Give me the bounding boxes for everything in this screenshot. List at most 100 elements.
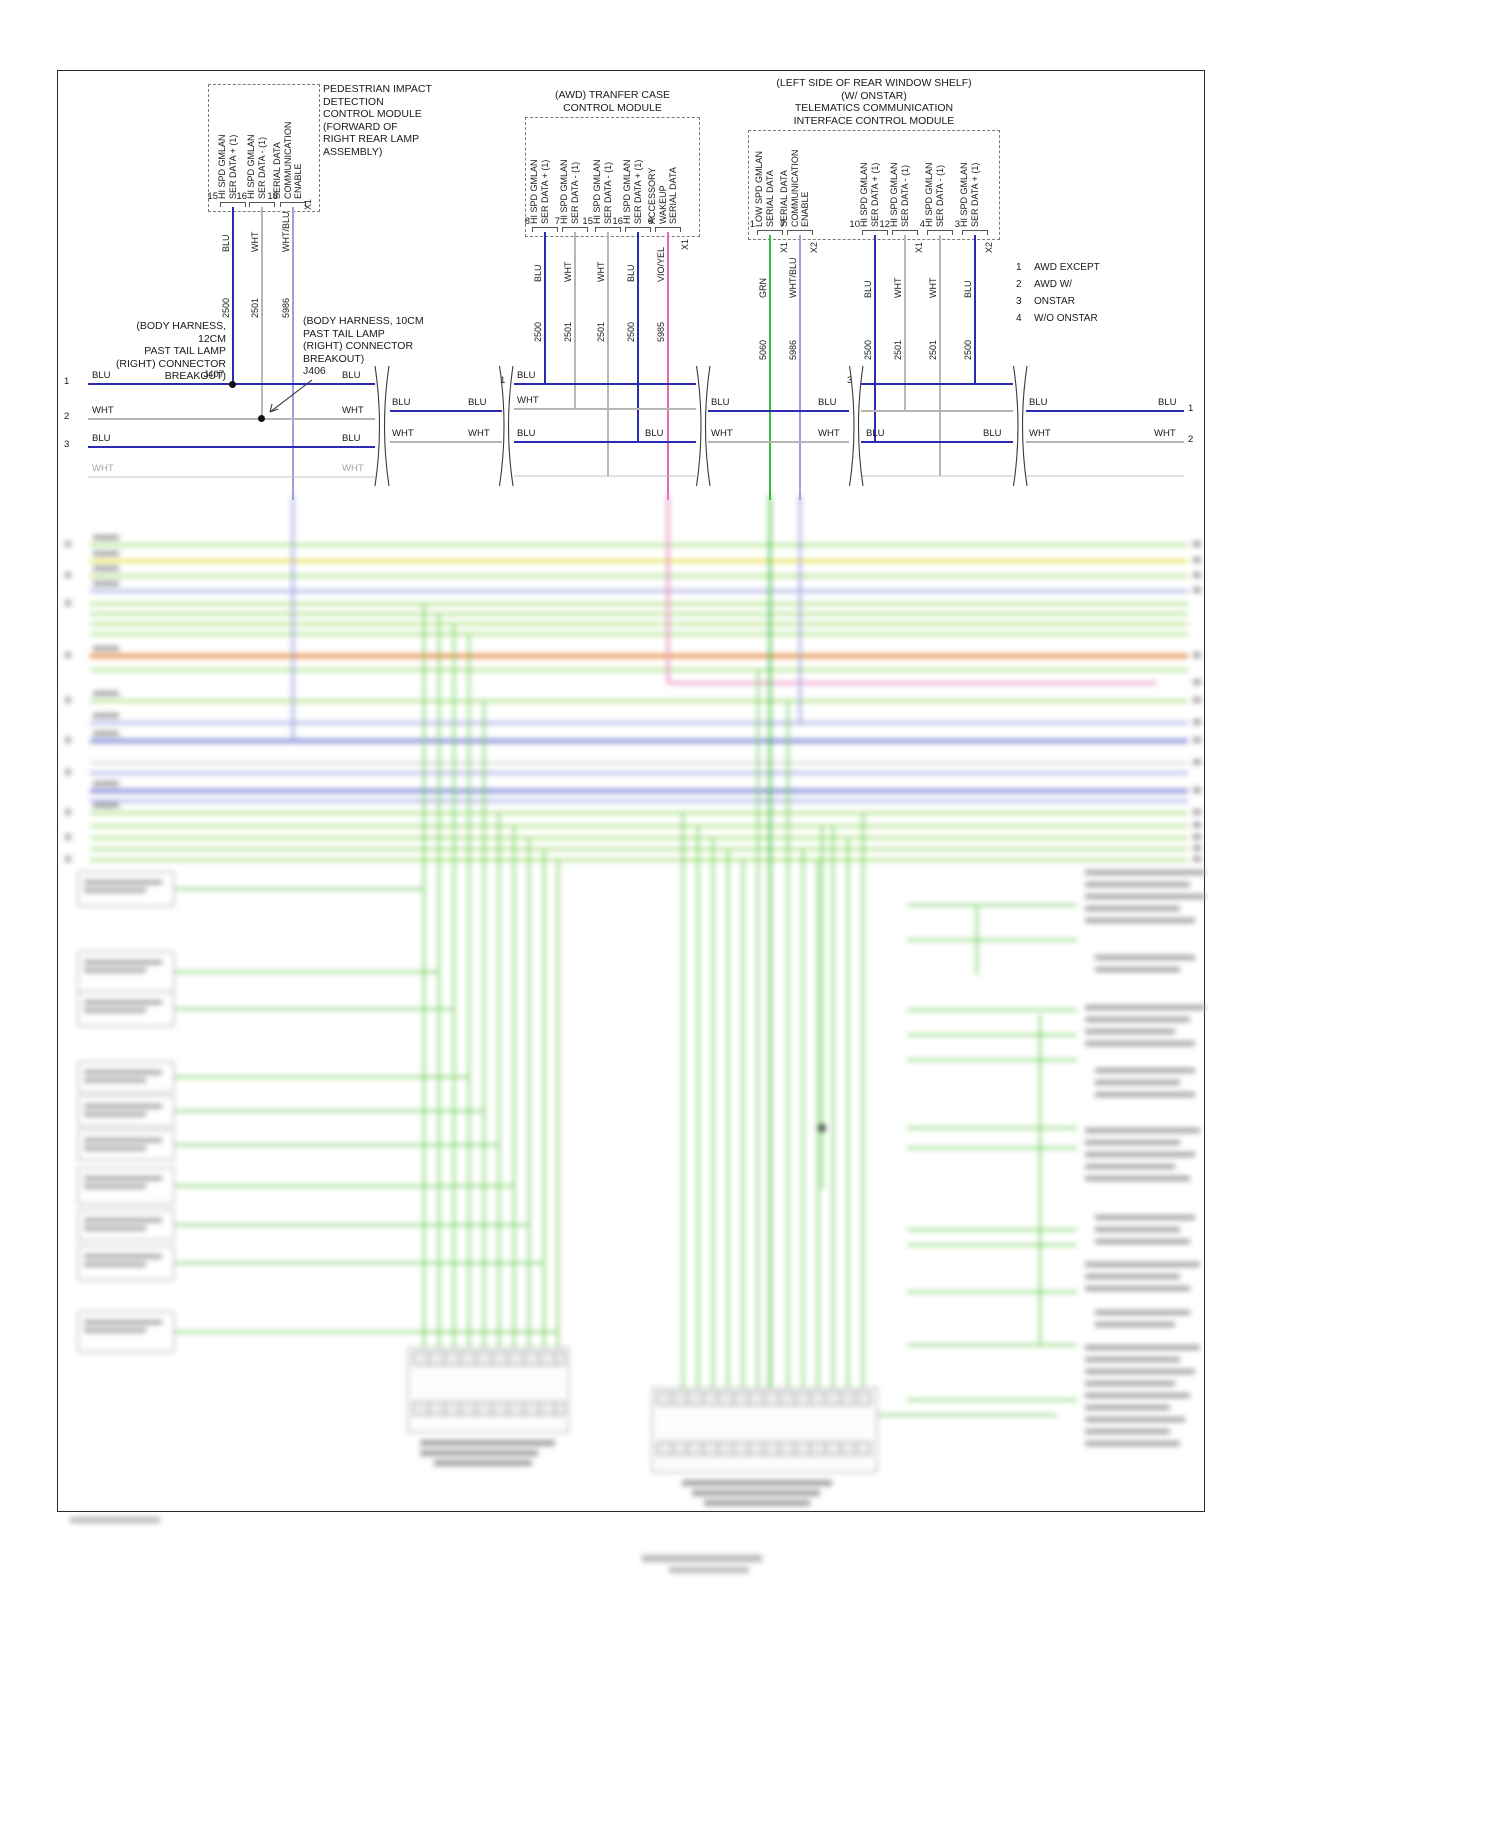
diagram-border [57, 70, 1205, 1512]
pin-number: 15 [582, 216, 593, 227]
module-title: (LEFT SIDE OF REAR WINDOW SHELF) (W/ ONS… [776, 77, 972, 127]
bus-label-blu: BLU [711, 397, 730, 408]
bus-line-wht [88, 418, 375, 420]
legend-text: AWD W/ [1034, 279, 1072, 290]
wire-wht-2501 [261, 207, 263, 419]
row-ref-right-2: 2 [1188, 434, 1194, 445]
module-box [525, 117, 700, 237]
pin-number: 4 [919, 219, 925, 230]
pin-brace [892, 230, 918, 235]
bus-label-wht-faded: WHT [92, 463, 114, 474]
note-j407-label: J407 [203, 369, 224, 380]
row-ref-1: 1 [64, 376, 70, 387]
connector-block-a [407, 1347, 570, 1466]
wire-blu-2500 [974, 235, 976, 384]
bus-label-wht: WHT [711, 428, 733, 439]
wire-violyel-5985 [667, 232, 669, 500]
row-ref-right-1: 1 [1188, 403, 1194, 414]
bus-line-blu [1026, 410, 1184, 412]
bus-line-wht [514, 408, 696, 410]
wire-blu-2500 [874, 235, 876, 442]
wire-wht-2501 [904, 235, 906, 411]
bus-label-blu: BLU [342, 433, 361, 444]
bus-label-blu: BLU [92, 433, 111, 444]
bus-label-wht: WHT [392, 428, 414, 439]
bus-label-blu: BLU [468, 397, 487, 408]
legend-num: 3 [1016, 296, 1022, 307]
module-title: PEDESTRIAN IMPACT DETECTION CONTROL MODU… [323, 83, 432, 158]
bus-line-blu [708, 410, 849, 412]
bus-label-blu: BLU [342, 370, 361, 381]
bus-label-wht: WHT [92, 405, 114, 416]
bus-label-blu: BLU [1029, 397, 1048, 408]
junction-j406 [258, 415, 265, 422]
pin-brace [220, 202, 246, 207]
pin-number: 8 [524, 216, 530, 227]
bus-line-wht-faded [88, 476, 375, 478]
pin-brace [249, 202, 275, 207]
bus-label-wht: WHT [1029, 428, 1051, 439]
wire-whtblu-5986 [292, 207, 294, 500]
pin-brace [962, 230, 988, 235]
bus-line-wht-faded [514, 475, 696, 477]
bus-line-blu [514, 441, 696, 443]
wire-wht-2501 [939, 235, 941, 476]
junction-j407 [229, 381, 236, 388]
module-box [208, 84, 320, 212]
pin-brace [655, 227, 681, 232]
wire-whtblu-5986 [799, 235, 801, 500]
bus-line-wht [390, 441, 502, 443]
j406-leader-arrow [269, 379, 313, 413]
bus-label-wht-faded: WHT [342, 463, 364, 474]
note-j406: (BODY HARNESS, 10CM PAST TAIL LAMP (RIGH… [303, 315, 424, 377]
row-ref-mid-1: 1 [500, 375, 506, 386]
bus-line-blu [861, 383, 1013, 385]
legend-num: 2 [1016, 279, 1022, 290]
pin-number: 6 [647, 216, 653, 227]
pin-brace [787, 230, 813, 235]
blurred-lower-diagram [57, 455, 1205, 1615]
bus-label-wht: WHT [517, 395, 539, 406]
bus-label-blu: BLU [517, 370, 536, 381]
legend-text: ONSTAR [1034, 296, 1075, 307]
pin-number: 18 [267, 191, 278, 202]
bus-label-blu: BLU [818, 397, 837, 408]
pin-number: 12 [879, 219, 890, 230]
pin-brace [862, 230, 888, 235]
bus-line-blu [514, 383, 696, 385]
bus-label-blu: BLU [645, 428, 664, 439]
bus-line-wht-faded [1026, 475, 1184, 477]
legend-num: 4 [1016, 313, 1022, 324]
wire-wht-2501 [574, 232, 576, 409]
legend-text: AWD EXCEPT [1034, 262, 1100, 273]
pin-number: 7 [779, 219, 785, 230]
bus-line-blu [861, 441, 1013, 443]
wire-grn-5060 [769, 235, 771, 500]
pin-number: 10 [849, 219, 860, 230]
pin-number: 15 [207, 191, 218, 202]
bus-line-blu [390, 410, 502, 412]
pin-brace [562, 227, 588, 232]
bus-label-wht: WHT [468, 428, 490, 439]
bus-line-wht [708, 441, 849, 443]
pin-brace [625, 227, 651, 232]
row-ref-2: 2 [64, 411, 70, 422]
bus-line-wht-faded [861, 475, 1013, 477]
bus-label-wht: WHT [818, 428, 840, 439]
bus-label-wht: WHT [342, 405, 364, 416]
legend-num: 1 [1016, 262, 1022, 273]
pin-brace [595, 227, 621, 232]
pin-number: 1 [749, 219, 755, 230]
bus-label-blu: BLU [517, 428, 536, 439]
bus-label-blu: BLU [92, 370, 111, 381]
pin-brace [280, 202, 306, 207]
pin-number: 16 [612, 216, 623, 227]
note-j407: (BODY HARNESS, 12CM PAST TAIL LAMP (RIGH… [115, 320, 226, 382]
bus-line-wht [1026, 441, 1184, 443]
row-ref-mid-3: 3 [847, 375, 853, 386]
wire-blu-2500 [544, 232, 546, 384]
wire-blu-2500 [232, 207, 234, 384]
pin-brace [757, 230, 783, 235]
bus-label-blu: BLU [392, 397, 411, 408]
